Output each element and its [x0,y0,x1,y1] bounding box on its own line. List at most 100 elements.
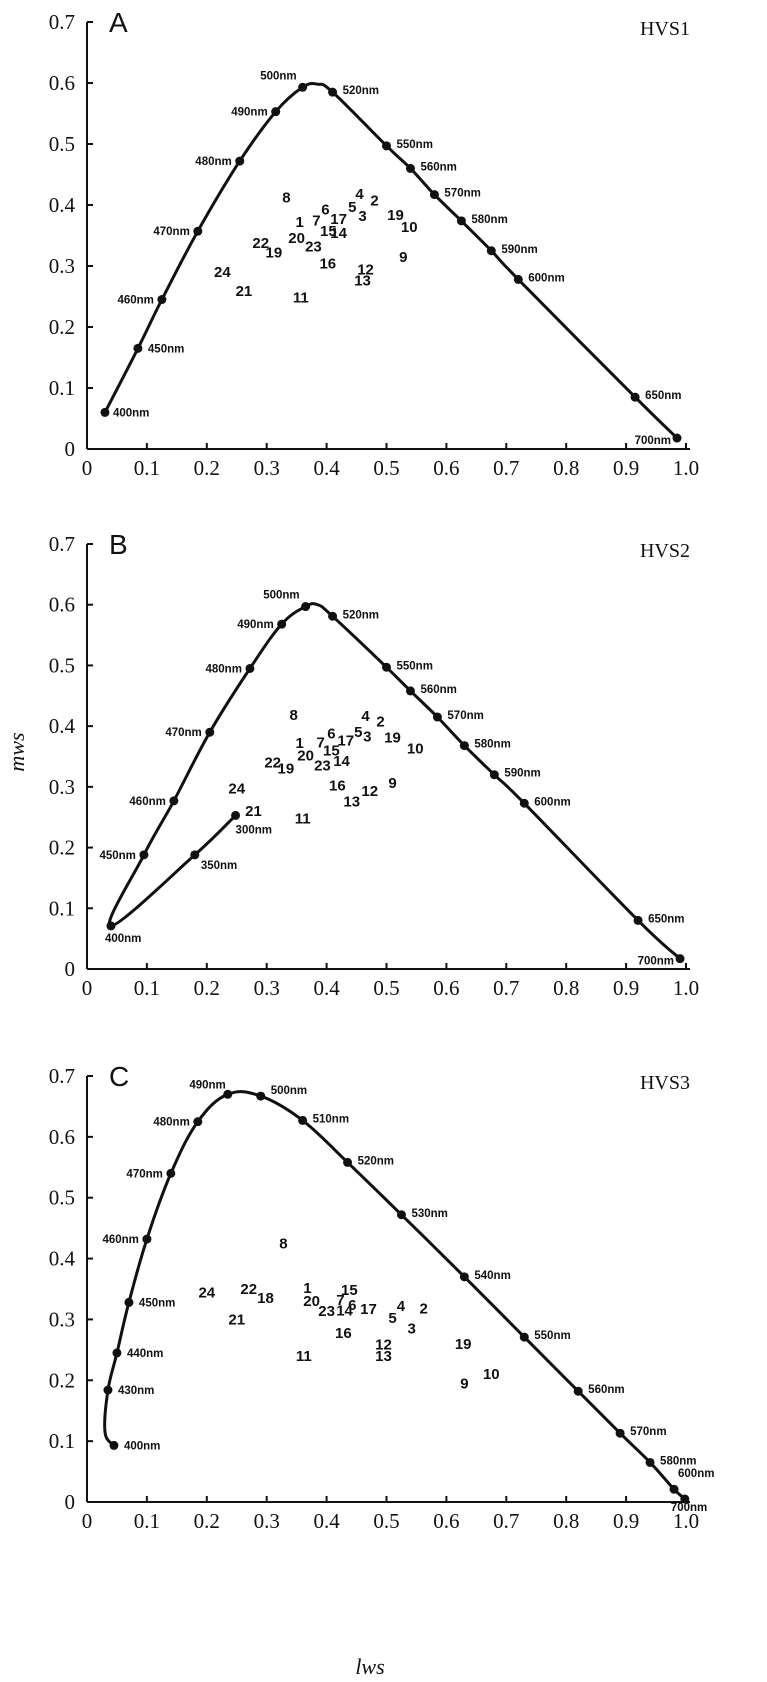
sample-point-label: 19 [266,245,283,262]
y-tick-label: 0.6 [49,71,75,95]
sample-point-label: 18 [257,1290,274,1307]
sample-point-label: 10 [407,741,424,758]
wavelength-label: 550nm [397,139,433,151]
x-tick-label: 0.2 [194,976,220,1000]
x-tick-label: 0.7 [493,1509,519,1533]
wavelength-marker [645,1457,655,1467]
y-tick-label: 0.1 [49,1429,75,1453]
sample-point-label: 5 [388,1310,396,1327]
wavelength-marker [109,1440,119,1450]
wavelength-marker [157,295,167,305]
wavelength-label: 590nm [501,244,537,256]
sample-point-label: 7 [312,212,320,229]
wavelength-label: 550nm [534,1330,570,1342]
sample-point-label: 8 [279,1235,287,1252]
wavelength-label: 570nm [630,1426,666,1438]
x-tick-label: 1.0 [673,976,699,1000]
wavelength-label: 560nm [588,1384,624,1396]
wavelength-marker [486,246,496,256]
x-tick-label: 0.1 [134,976,160,1000]
wavelength-marker [456,216,466,226]
wavelength-label: 460nm [129,796,165,808]
wavelength-marker [630,392,640,402]
wavelength-marker [231,810,241,820]
wavelength-marker [680,1494,690,1504]
wavelength-label: 550nm [397,660,433,672]
wavelength-marker [169,796,179,806]
y-tick-label: 0.7 [49,532,75,556]
wavelength-label: 560nm [420,161,456,173]
wavelength-label: 530nm [411,1208,447,1220]
wavelength-label: 580nm [474,739,510,751]
x-tick-label: 0.4 [313,1509,340,1533]
sample-point-label: 3 [358,208,366,225]
wavelength-marker [223,1089,233,1099]
panel-a: 0 0.1 0.2 0.3 0.4 0.5 0.6 0.7 0 0.1 0.2 0.3 0.4 0.5 0.… [49,7,699,480]
y-tick-label: 0.2 [49,836,75,860]
y-tick-label: 0.5 [49,653,75,677]
sample-point-label: 11 [296,1348,312,1365]
sample-point-label: 19 [384,730,401,747]
wavelength-marker [193,1117,203,1127]
wavelength-label: 580nm [660,1455,696,1467]
spectral-locus-line [103,81,679,440]
y-tick-label: 0.5 [49,1186,75,1210]
sample-point-label: 17 [337,733,354,750]
x-tick-label: 0.9 [613,456,639,480]
x-tick-label: 0.7 [493,456,519,480]
wavelength-label: 570nm [444,188,480,200]
wavelength-marker [301,602,311,612]
panel-letter: B [109,529,128,560]
wavelength-marker [405,163,415,173]
y-tick-label: 0.1 [49,896,75,920]
wavelength-label: 570nm [447,710,483,722]
wavelength-marker [106,921,116,931]
sample-point-label: 21 [245,803,262,820]
wavelength-marker [382,662,391,672]
x-axis-title: lws [355,1654,384,1679]
panel-c: 0 0.1 0.2 0.3 0.4 0.5 0.6 0.7 0 0.1 0.2 0.3 0.4 0.5 0.… [49,1061,715,1533]
x-tick-label: 0.1 [134,456,160,480]
sample-point-label: 19 [455,1336,472,1353]
x-tick-label: 0.3 [254,976,280,1000]
wavelength-marker [519,798,529,808]
wavelength-marker [429,190,439,200]
wavelength-label: 500nm [260,70,296,82]
sample-point-label: 7 [316,735,324,752]
wavelength-label: 480nm [195,156,231,168]
wavelength-label: 350nm [201,860,237,872]
wavelength-label: 470nm [153,226,189,238]
y-tick-label: 0.6 [49,1125,75,1149]
sample-point-label: 22 [240,1281,257,1298]
sample-point-label: 22 [264,755,281,772]
sample-point-label: 3 [407,1321,415,1338]
sample-point-label: 2 [419,1300,427,1317]
sample-point-label: 23 [318,1303,335,1320]
wavelength-label: 450nm [148,343,184,355]
wavelength-marker [298,1115,308,1125]
sample-point-label: 12 [361,783,378,800]
y-tick-label: 0.5 [49,132,75,156]
wavelength-label: 480nm [205,663,241,675]
y-tick-label: 0.4 [49,714,76,738]
x-tick-label: 0.2 [194,1509,220,1533]
sample-point-label: 2 [370,193,378,210]
sample-point-label: 4 [397,1298,406,1315]
wavelength-marker [513,274,523,284]
panel-title: HVS2 [640,540,690,562]
y-tick-label: 0.2 [49,1368,75,1392]
panel-b: 0 0.1 0.2 0.3 0.4 0.5 0.6 0.7 0 0.1 0.2 0.3 0.4 0.5 0.… [49,529,699,1000]
wavelength-marker [205,727,215,737]
wavelength-label: 470nm [126,1168,162,1180]
wavelength-marker [277,619,287,629]
wavelength-marker [142,1234,152,1244]
sample-point-label: 1 [295,214,303,231]
sample-point-label: 16 [329,778,346,795]
x-tick-label: 0.8 [553,976,579,1000]
sample-point-label: 1 [295,735,303,752]
y-tick-label: 0.2 [49,315,75,339]
wavelength-label: 500nm [263,590,299,602]
sample-point-label: 13 [343,793,360,810]
wavelength-marker [343,1157,353,1167]
sample-point-label: 15 [320,223,337,240]
